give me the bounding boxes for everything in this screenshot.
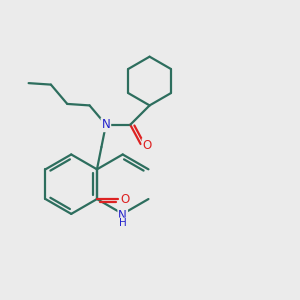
Text: N: N [118, 209, 127, 222]
Text: N: N [101, 118, 110, 131]
Text: O: O [120, 193, 130, 206]
Text: H: H [119, 218, 127, 228]
Text: O: O [142, 139, 152, 152]
